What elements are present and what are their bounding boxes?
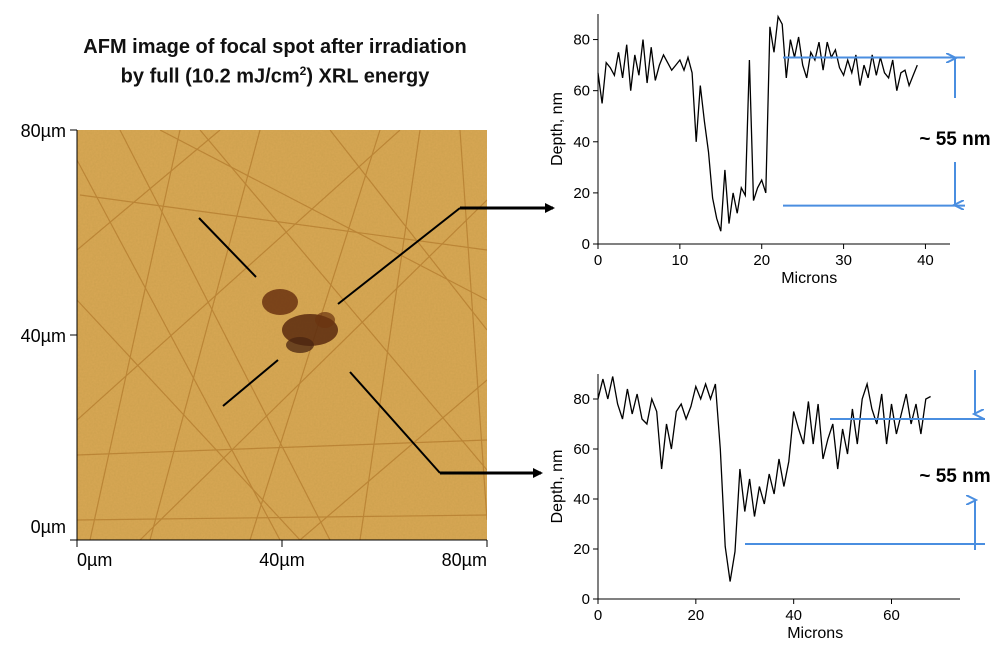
x-tick-label: 0 <box>594 607 602 624</box>
cross-line-lower-left <box>222 359 279 407</box>
x-axis-label: Microns <box>787 625 843 642</box>
afm-y-tick-40: 40µm <box>21 326 66 346</box>
x-tick-label: 10 <box>672 252 689 269</box>
depth-annotation: ~ 55 nm <box>919 466 990 487</box>
afm-image-texture <box>77 130 487 540</box>
afm-x-tick-80: 80µm <box>442 550 487 570</box>
x-tick-label: 20 <box>753 252 770 269</box>
afm-ticks <box>70 129 488 547</box>
profile-plot-top: 0 20 40 60 80 0 10 20 30 40 Microns Depth, nm ~ 55 n… <box>549 14 991 287</box>
y-tick-label: 0 <box>582 236 590 253</box>
y-tick-label: 40 <box>573 134 590 151</box>
figure-title-line1: AFM image of focal spot after irradiatio… <box>83 36 467 58</box>
x-tick-label: 40 <box>917 252 934 269</box>
y-tick-label: 20 <box>573 185 590 202</box>
profile-plot-bottom: 0 20 40 60 80 0 20 40 60 Microns Depth, nm ~ 55 nm <box>549 370 991 642</box>
afm-scratches <box>77 130 487 540</box>
y-tick-label: 80 <box>573 391 590 408</box>
afm-x-tick-40: 40µm <box>259 550 304 570</box>
y-tick-label: 60 <box>573 83 590 100</box>
x-tick-label: 0 <box>594 252 602 269</box>
afm-image: 80µm 40µm 0µm 0µm 40µm 80µm <box>21 121 555 570</box>
y-tick-label: 80 <box>573 32 590 49</box>
afm-y-tick-80: 80µm <box>21 121 66 141</box>
depth-profile-line <box>597 14 918 232</box>
y-tick-label: 20 <box>573 541 590 558</box>
afm-damage-spot <box>262 289 338 353</box>
cross-line-lower-right <box>349 371 441 474</box>
x-axis-label: Microns <box>781 270 837 287</box>
y-axis-label: Depth, nm <box>549 450 566 524</box>
y-tick-label: 60 <box>573 441 590 458</box>
cross-line-upper-right <box>337 207 461 305</box>
cross-line-upper-left <box>198 217 257 278</box>
y-tick-label: 0 <box>582 591 590 608</box>
x-tick-label: 40 <box>785 607 802 624</box>
afm-x-tick-0: 0µm <box>77 550 112 570</box>
x-tick-label: 20 <box>687 607 704 624</box>
x-tick-label: 30 <box>835 252 852 269</box>
title-part1: by full (10.2 mJ/cm <box>120 65 300 88</box>
depth-profile-line <box>597 376 931 582</box>
title-superscript: 2 <box>299 64 307 78</box>
x-tick-label: 60 <box>883 607 900 624</box>
title-part2: ) XRL energy <box>306 65 430 88</box>
y-tick-label: 40 <box>573 491 590 508</box>
y-axis-label: Depth, nm <box>549 92 566 166</box>
afm-y-tick-0: 0µm <box>31 517 66 537</box>
figure-title-line2: by full (10.2 mJ/cm2) XRL energy <box>30 64 520 89</box>
depth-annotation: ~ 55 nm <box>919 129 990 150</box>
